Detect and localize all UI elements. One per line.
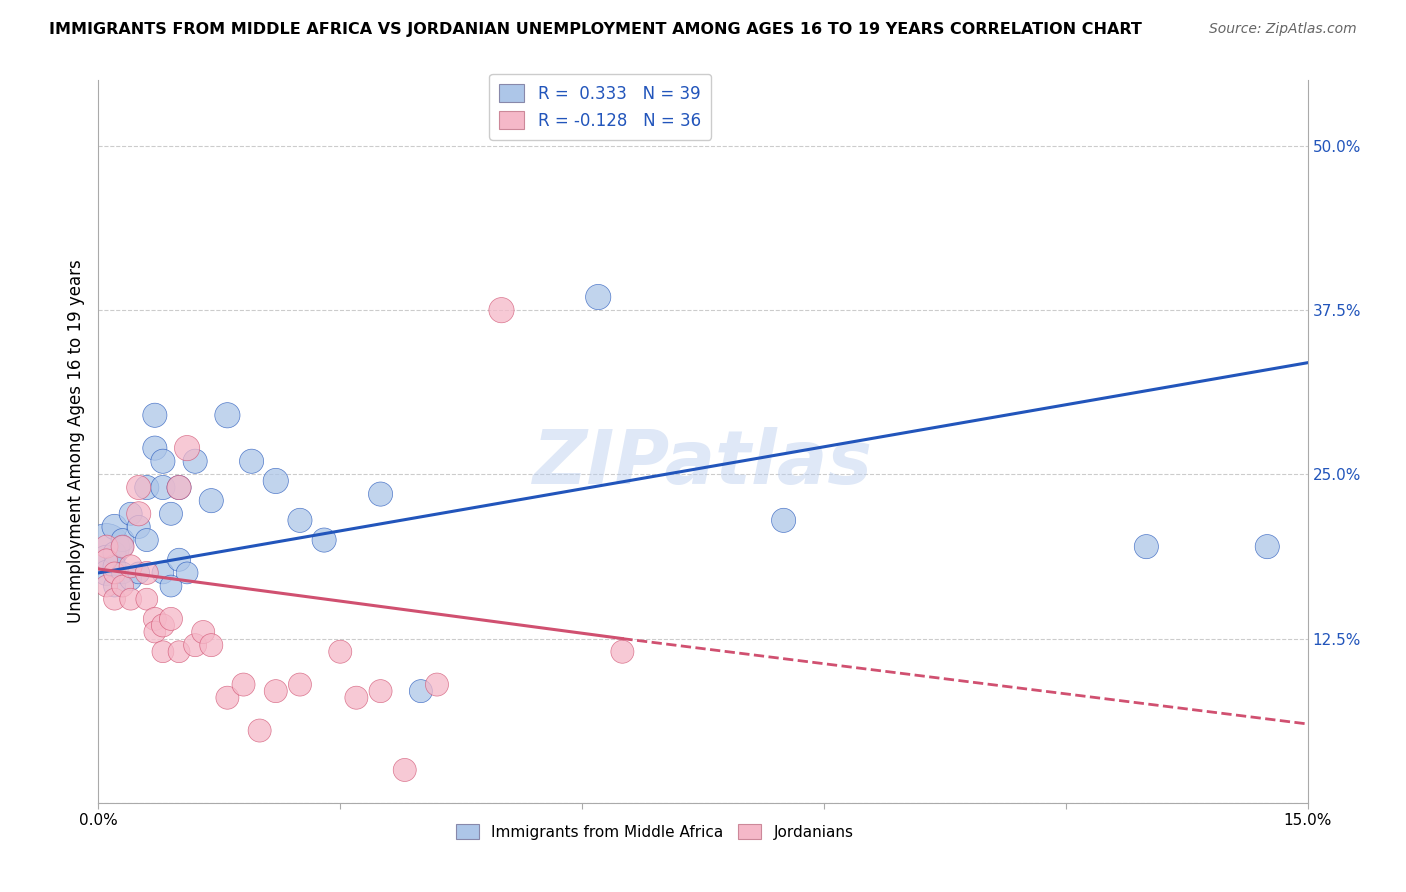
Point	[370, 487, 392, 501]
Text: Source: ZipAtlas.com: Source: ZipAtlas.com	[1209, 22, 1357, 37]
Point	[128, 481, 150, 495]
Point	[96, 579, 118, 593]
Point	[96, 553, 118, 567]
Point	[314, 533, 336, 547]
Point	[409, 684, 432, 698]
Point	[264, 684, 287, 698]
Point	[240, 454, 263, 468]
Point	[143, 625, 166, 640]
Point	[111, 533, 134, 547]
Legend: Immigrants from Middle Africa, Jordanians: Immigrants from Middle Africa, Jordanian…	[450, 818, 859, 846]
Point	[1256, 540, 1278, 554]
Point	[111, 566, 134, 580]
Point	[135, 533, 157, 547]
Point	[120, 573, 142, 587]
Text: IMMIGRANTS FROM MIDDLE AFRICA VS JORDANIAN UNEMPLOYMENT AMONG AGES 16 TO 19 YEAR: IMMIGRANTS FROM MIDDLE AFRICA VS JORDANI…	[49, 22, 1142, 37]
Point	[167, 481, 190, 495]
Point	[586, 290, 609, 304]
Point	[344, 690, 367, 705]
Point	[96, 566, 118, 580]
Point	[128, 507, 150, 521]
Point	[370, 684, 392, 698]
Point	[217, 690, 239, 705]
Point	[152, 618, 174, 632]
Point	[167, 481, 190, 495]
Point	[152, 566, 174, 580]
Point	[772, 513, 794, 527]
Point	[128, 566, 150, 580]
Point	[193, 625, 215, 640]
Point	[120, 592, 142, 607]
Point	[103, 520, 125, 534]
Point	[111, 579, 134, 593]
Point	[232, 677, 254, 691]
Point	[1135, 540, 1157, 554]
Point	[103, 579, 125, 593]
Point	[103, 566, 125, 580]
Point	[329, 645, 352, 659]
Point	[176, 441, 198, 455]
Point	[160, 579, 183, 593]
Point	[167, 645, 190, 659]
Point	[200, 493, 222, 508]
Point	[111, 540, 134, 554]
Point	[143, 612, 166, 626]
Point	[264, 474, 287, 488]
Point	[491, 303, 513, 318]
Point	[128, 520, 150, 534]
Point	[176, 566, 198, 580]
Point	[96, 540, 118, 554]
Point	[288, 513, 311, 527]
Point	[96, 540, 118, 554]
Point	[394, 763, 416, 777]
Point	[200, 638, 222, 652]
Point	[120, 559, 142, 574]
Point	[184, 454, 207, 468]
Point	[217, 409, 239, 423]
Point	[426, 677, 449, 691]
Point	[135, 566, 157, 580]
Point	[152, 454, 174, 468]
Point	[184, 638, 207, 652]
Point	[152, 645, 174, 659]
Point	[152, 481, 174, 495]
Y-axis label: Unemployment Among Ages 16 to 19 years: Unemployment Among Ages 16 to 19 years	[66, 260, 84, 624]
Point	[612, 645, 634, 659]
Point	[135, 592, 157, 607]
Point	[103, 546, 125, 560]
Point	[160, 507, 183, 521]
Point	[143, 441, 166, 455]
Point	[167, 553, 190, 567]
Point	[160, 612, 183, 626]
Point	[96, 553, 118, 567]
Point	[135, 481, 157, 495]
Text: ZIPatlas: ZIPatlas	[533, 426, 873, 500]
Point	[143, 409, 166, 423]
Point	[288, 677, 311, 691]
Point	[103, 592, 125, 607]
Point	[120, 507, 142, 521]
Point	[111, 540, 134, 554]
Point	[103, 559, 125, 574]
Point	[249, 723, 271, 738]
